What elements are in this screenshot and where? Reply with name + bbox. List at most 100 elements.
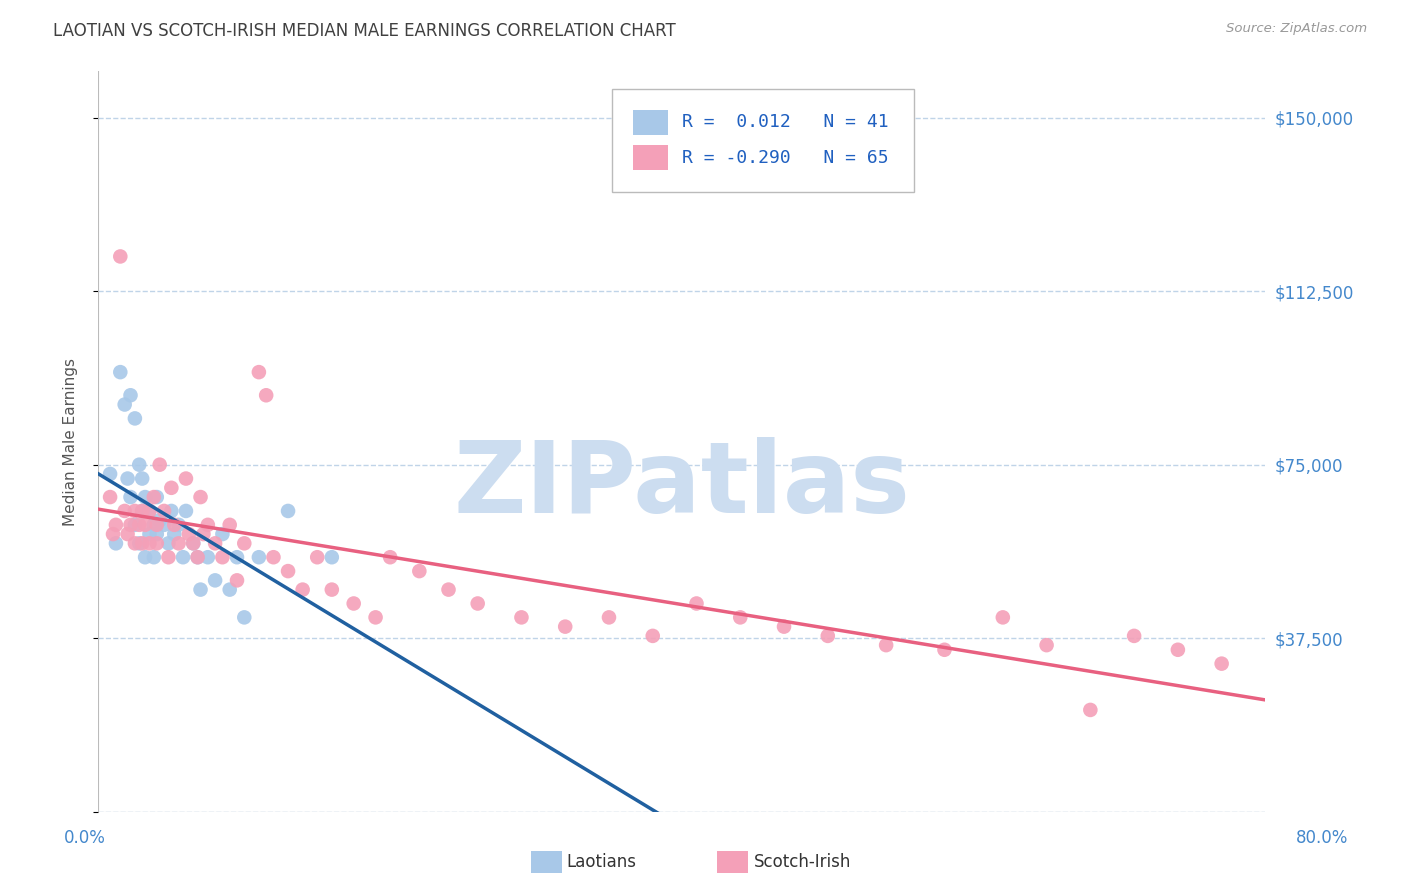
Point: [190, 490, 212, 504]
Text: ZIPatlas: ZIPatlas: [454, 437, 910, 534]
Point: [218, 582, 240, 597]
Point: [114, 504, 136, 518]
Point: [138, 536, 160, 550]
Point: [211, 527, 233, 541]
Point: [120, 490, 142, 504]
Point: [598, 610, 620, 624]
Point: [160, 481, 183, 495]
Point: [991, 610, 1014, 624]
Point: [131, 536, 153, 550]
Point: [262, 550, 284, 565]
Point: [554, 619, 576, 633]
Point: [247, 550, 270, 565]
Point: [110, 250, 132, 264]
Point: [773, 619, 796, 633]
Text: Scotch-Irish: Scotch-Irish: [754, 853, 851, 871]
Point: [98, 467, 121, 481]
Point: [134, 550, 156, 565]
Point: [138, 504, 160, 518]
Point: [181, 536, 204, 550]
Text: LAOTIAN VS SCOTCH-IRISH MEDIAN MALE EARNINGS CORRELATION CHART: LAOTIAN VS SCOTCH-IRISH MEDIAN MALE EARN…: [53, 22, 676, 40]
Point: [110, 365, 132, 379]
Text: Laotians: Laotians: [567, 853, 637, 871]
Point: [187, 550, 209, 565]
Point: [117, 471, 139, 485]
Point: [343, 597, 366, 611]
Point: [254, 388, 277, 402]
Point: [934, 642, 956, 657]
Point: [101, 527, 124, 541]
Point: [364, 610, 387, 624]
Point: [1211, 657, 1233, 671]
Point: [875, 638, 897, 652]
Point: [128, 517, 150, 532]
Point: [104, 536, 127, 550]
Point: [131, 471, 153, 485]
Point: [1080, 703, 1102, 717]
Point: [211, 550, 233, 565]
Point: [146, 517, 169, 532]
Point: [685, 597, 707, 611]
Point: [131, 504, 153, 518]
Point: [120, 388, 142, 402]
Point: [291, 582, 314, 597]
Point: [190, 582, 212, 597]
Text: R =  0.012   N = 41: R = 0.012 N = 41: [682, 113, 889, 131]
Point: [218, 517, 240, 532]
Point: [138, 527, 160, 541]
Point: [149, 458, 172, 472]
Point: [134, 517, 156, 532]
Point: [157, 550, 180, 565]
Point: [98, 490, 121, 504]
Point: [163, 527, 186, 541]
Point: [124, 536, 146, 550]
Point: [146, 527, 169, 541]
Point: [167, 536, 190, 550]
Point: [146, 490, 169, 504]
Point: [204, 536, 226, 550]
Point: [177, 527, 200, 541]
Point: [437, 582, 460, 597]
Point: [510, 610, 533, 624]
Point: [197, 517, 219, 532]
Point: [467, 597, 489, 611]
Point: [1167, 642, 1189, 657]
Point: [197, 550, 219, 565]
Point: [380, 550, 402, 565]
Point: [134, 490, 156, 504]
Point: [321, 550, 343, 565]
Point: [247, 365, 270, 379]
Point: [167, 517, 190, 532]
Point: [124, 517, 146, 532]
Point: [128, 536, 150, 550]
Point: [277, 564, 299, 578]
Point: [172, 550, 194, 565]
Point: [277, 504, 299, 518]
Point: [131, 504, 153, 518]
Text: 0.0%: 0.0%: [63, 830, 105, 847]
Point: [233, 610, 256, 624]
Point: [149, 513, 172, 527]
Point: [1035, 638, 1057, 652]
Point: [160, 504, 183, 518]
Point: [187, 550, 209, 565]
Point: [204, 574, 226, 588]
Point: [408, 564, 430, 578]
Point: [128, 458, 150, 472]
Point: [114, 398, 136, 412]
Point: [163, 517, 186, 532]
Point: [142, 550, 165, 565]
Point: [174, 471, 197, 485]
Point: [817, 629, 839, 643]
Point: [193, 527, 215, 541]
Point: [124, 411, 146, 425]
Point: [142, 517, 165, 532]
Point: [174, 504, 197, 518]
Point: [307, 550, 329, 565]
Point: [1123, 629, 1146, 643]
Point: [226, 550, 249, 565]
Point: [124, 504, 146, 518]
Y-axis label: Median Male Earnings: Median Male Earnings: [63, 358, 77, 525]
Point: [226, 574, 249, 588]
Point: [641, 629, 664, 643]
